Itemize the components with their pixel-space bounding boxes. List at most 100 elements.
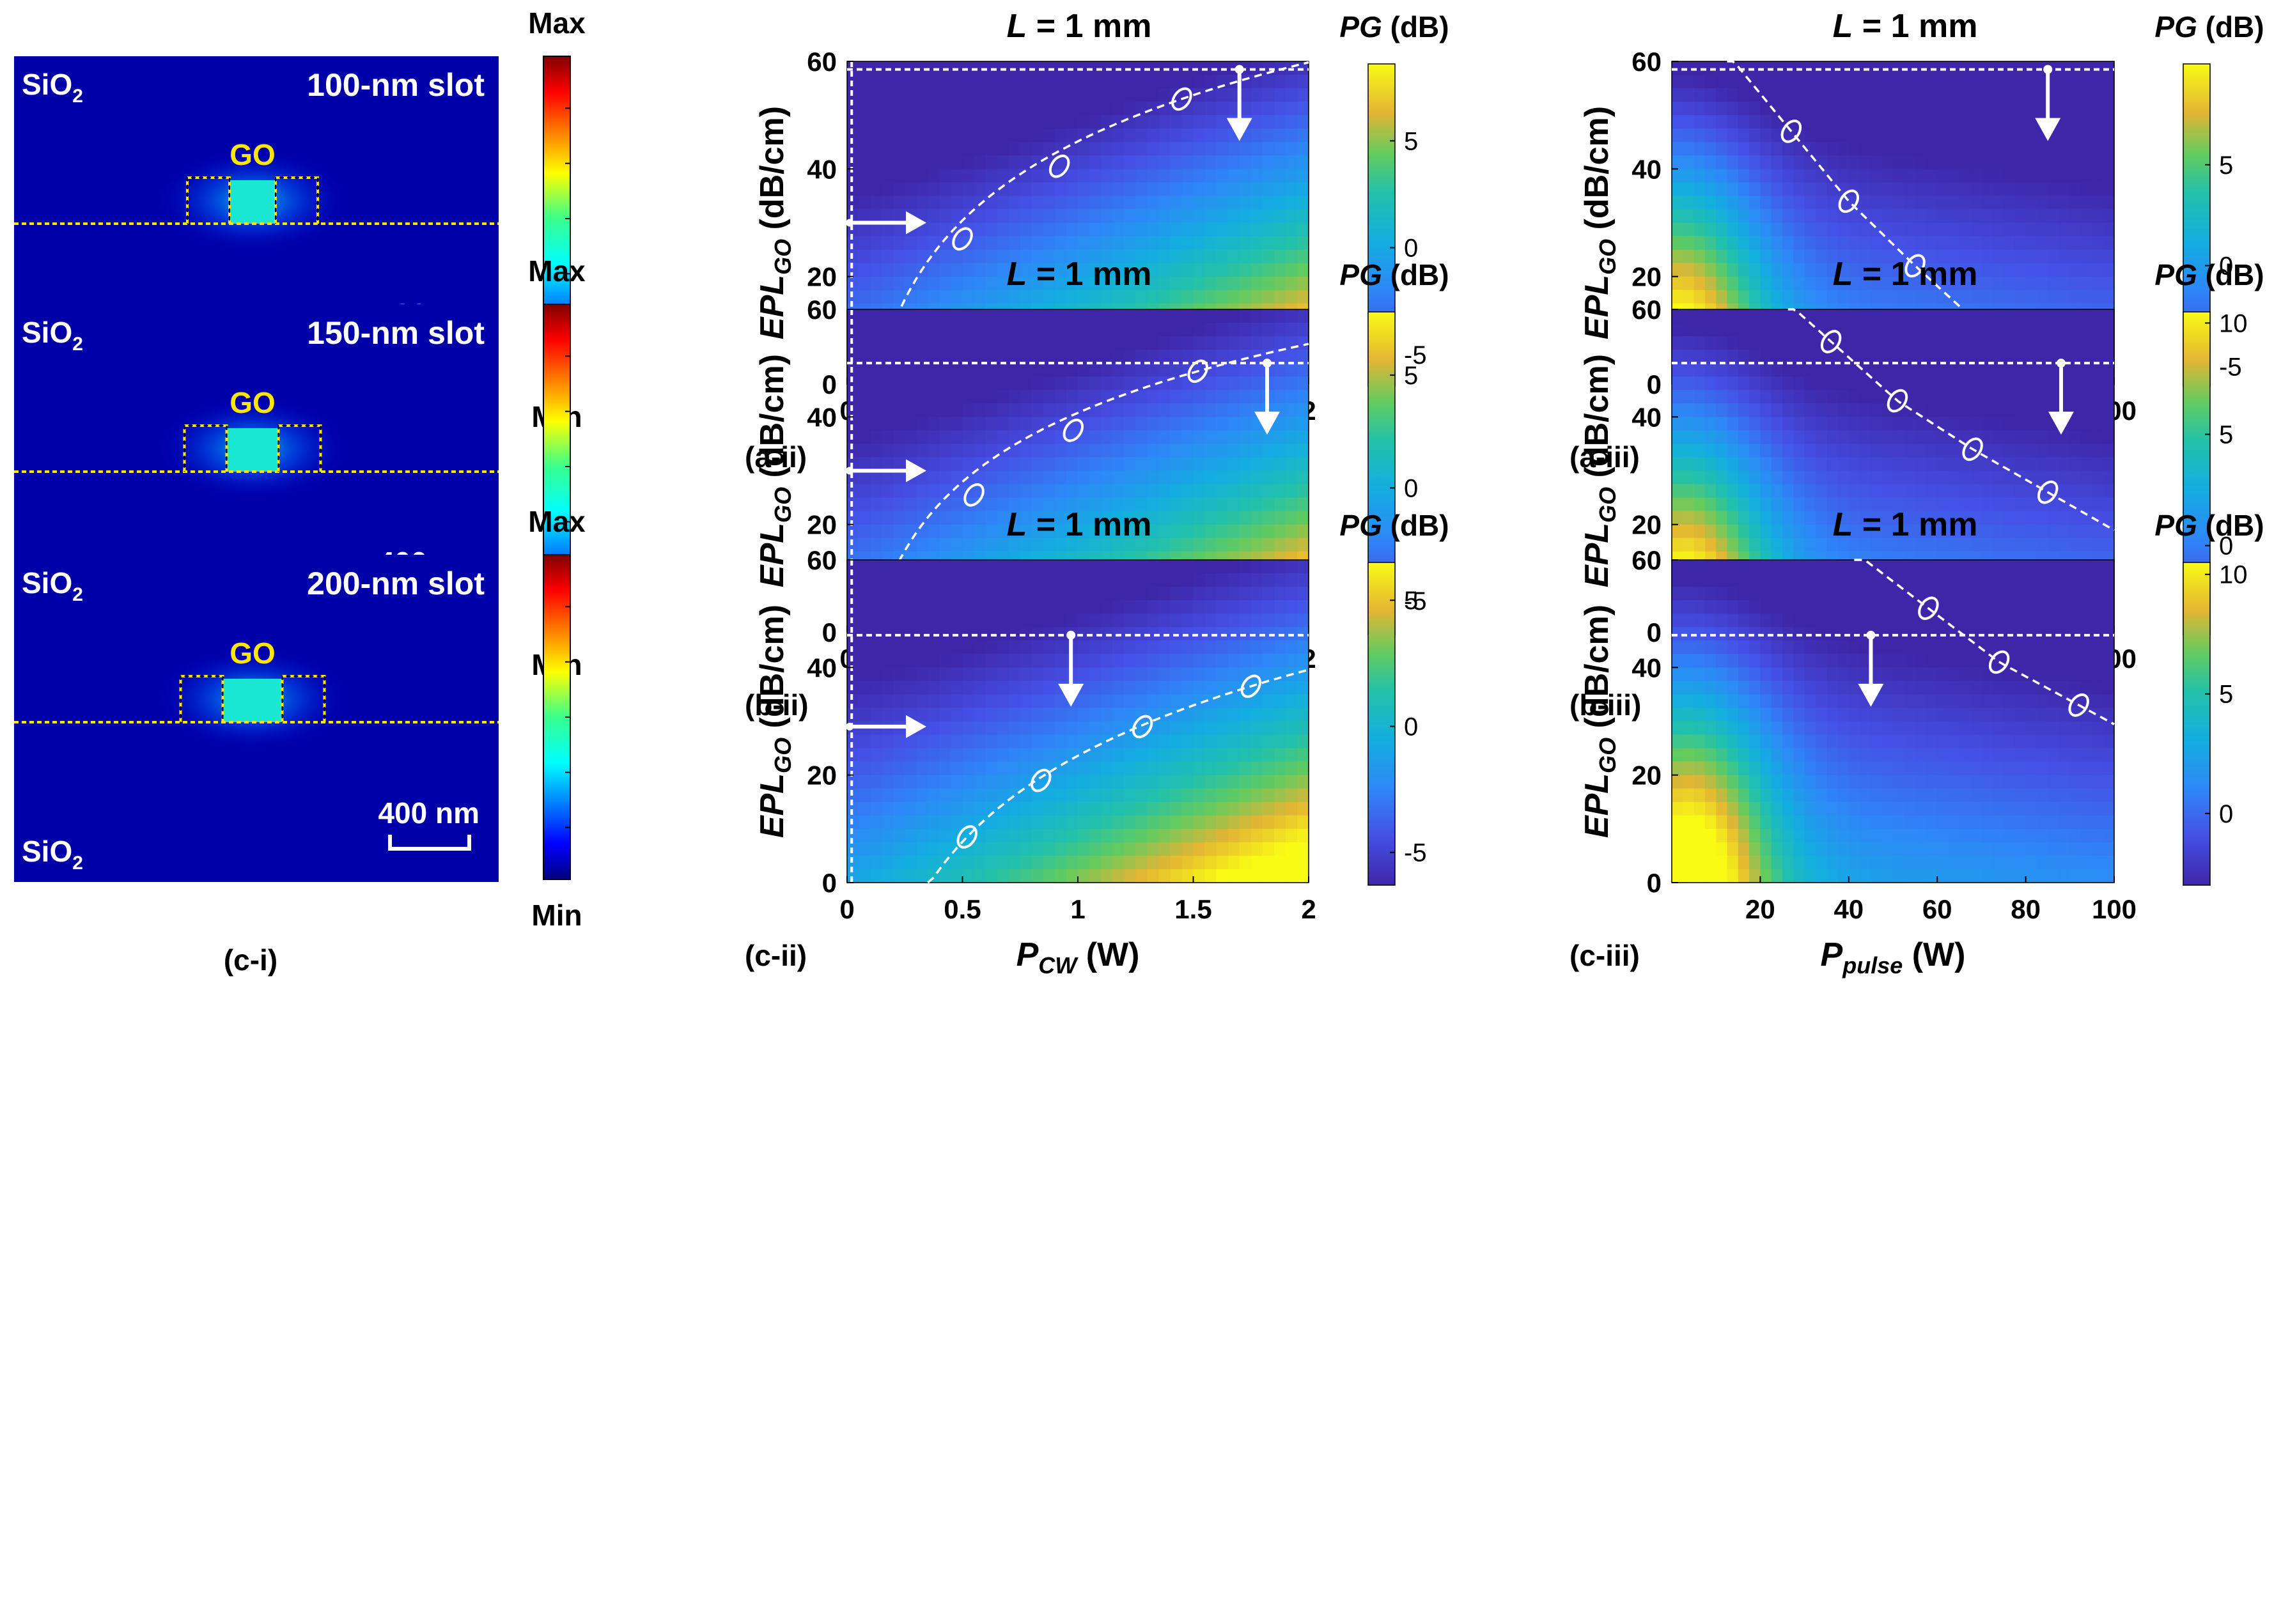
heatmap-cell xyxy=(1101,376,1113,391)
heatmap-cell xyxy=(1297,276,1309,291)
heatmap-cell xyxy=(1860,182,1871,197)
heatmap-cell xyxy=(1273,524,1286,539)
heatmap-cell xyxy=(2081,290,2092,304)
heatmap-cell xyxy=(1250,457,1263,472)
heatmap-cell xyxy=(1158,828,1171,843)
heatmap-cell xyxy=(1089,142,1102,156)
heatmap-cell xyxy=(951,376,963,391)
heatmap-cell xyxy=(847,363,859,377)
heatmap-cell xyxy=(1970,484,1982,499)
heatmap-cell xyxy=(1297,484,1309,499)
heatmap-cell xyxy=(974,600,986,614)
heatmap-cell xyxy=(1112,142,1125,156)
heatmap-cell xyxy=(2103,290,2115,304)
heatmap-cell xyxy=(1804,115,1816,129)
heatmap-cell xyxy=(1031,390,1044,404)
heatmap-cell xyxy=(882,142,894,156)
heatmap-cell xyxy=(1262,721,1275,736)
heatmap-cell xyxy=(1043,115,1055,129)
heatmap-cell xyxy=(1043,222,1055,237)
heatmap-cell xyxy=(882,560,894,574)
heatmap-cell xyxy=(859,842,871,856)
heatmap-cell xyxy=(985,815,998,830)
heatmap-cell xyxy=(1262,102,1275,116)
heatmap-cell xyxy=(1782,276,1794,291)
heatmap-cell xyxy=(1031,511,1044,525)
heatmap-cell xyxy=(1043,761,1055,776)
heatmap-cell xyxy=(1043,276,1055,291)
heatmap-cell xyxy=(1716,309,1728,323)
heatmap-cell xyxy=(1112,102,1125,116)
gain-contour-curve xyxy=(875,61,1309,379)
heatmap-cell xyxy=(1112,560,1125,574)
heatmap-cell xyxy=(870,222,882,237)
heatmap-cell xyxy=(985,444,998,458)
heatmap-cell xyxy=(962,182,975,197)
heatmap-cell xyxy=(1273,417,1286,431)
heatmap-cell xyxy=(1904,75,1916,89)
heatmap-cell xyxy=(1078,309,1090,323)
heatmap-cell xyxy=(962,444,975,458)
heatmap-cell xyxy=(1181,801,1194,816)
heatmap-cell xyxy=(882,815,894,830)
heatmap-cell xyxy=(1959,128,1971,143)
colorbar-tick-label: -5 xyxy=(2219,353,2242,381)
heatmap-cell xyxy=(1020,748,1032,762)
heatmap-cell xyxy=(1683,417,1695,431)
heatmap-cell xyxy=(916,640,928,654)
heatmap-cell xyxy=(1124,290,1136,304)
heatmap-cell xyxy=(1738,263,1750,277)
heatmap-cell xyxy=(1089,855,1102,870)
heatmap-cell xyxy=(1031,249,1044,264)
heatmap-cell xyxy=(1250,88,1263,102)
heatmap-cell xyxy=(1204,537,1217,552)
heatmap-cell xyxy=(1147,155,1159,169)
heatmap-cell xyxy=(1250,484,1263,499)
heatmap-cell xyxy=(893,102,905,116)
heatmap-cell xyxy=(1020,115,1032,129)
heatmap-cell xyxy=(2081,444,2092,458)
heatmap-cell xyxy=(1970,61,1982,75)
heatmap-cell xyxy=(1008,511,1021,525)
heatmap-cell xyxy=(1948,75,1960,89)
heatmap-cell xyxy=(1672,430,1683,445)
heatmap-cell xyxy=(1078,209,1090,224)
heatmap-cell xyxy=(985,667,998,681)
heatmap-cell xyxy=(928,196,940,210)
heatmap-cell xyxy=(1054,222,1067,237)
heatmap-cell xyxy=(1193,708,1206,722)
heatmap-cell xyxy=(1959,537,1971,552)
heatmap-cell xyxy=(1716,209,1728,224)
heatmap-cell xyxy=(1181,484,1194,499)
heatmap-cell xyxy=(1970,155,1982,169)
heatmap-cell xyxy=(1181,869,1194,883)
heatmap-cell xyxy=(1881,155,1894,169)
heatmap-cell xyxy=(859,128,871,143)
heatmap-cell xyxy=(1054,249,1067,264)
heatmap-cell xyxy=(1008,708,1021,722)
heatmap-cell xyxy=(1992,511,2004,525)
heatmap-cell xyxy=(2025,336,2037,350)
heatmap-cell xyxy=(905,444,917,458)
heatmap-cell xyxy=(1848,128,1860,143)
heatmap-cell xyxy=(1262,309,1275,323)
heatmap-cell xyxy=(1239,276,1252,291)
heatmap-cell xyxy=(985,470,998,485)
heatmap-cell xyxy=(1926,511,1938,525)
heatmap-cell xyxy=(2103,511,2115,525)
heatmap-cell xyxy=(2004,484,2015,499)
heatmap-cell xyxy=(1926,403,1938,417)
heatmap-cell xyxy=(985,236,998,251)
heatmap-cell xyxy=(2092,155,2104,169)
heatmap-cell xyxy=(1738,182,1750,197)
heatmap-cell xyxy=(1683,444,1695,458)
heatmap-cell xyxy=(1158,708,1171,722)
heatmap-cell xyxy=(916,761,928,776)
heatmap-cell xyxy=(997,75,1009,89)
heatmap-cell xyxy=(2092,182,2104,197)
heatmap-cell xyxy=(1020,537,1032,552)
heatmap-cell xyxy=(1273,484,1286,499)
heatmap-cell xyxy=(1970,182,1982,197)
heatmap-cell xyxy=(1694,497,1706,512)
